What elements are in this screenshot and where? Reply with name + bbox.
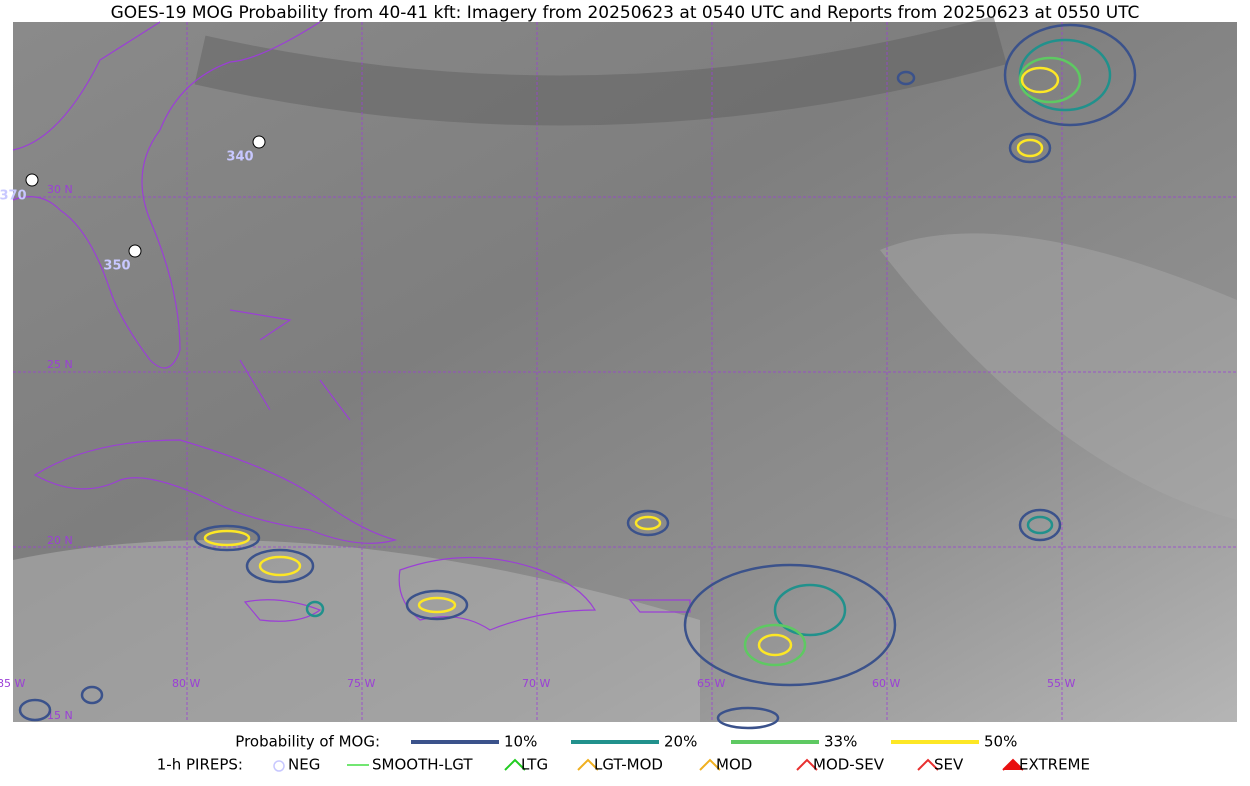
contours: [18, 23, 1137, 730]
pirep-marker: [25, 173, 39, 187]
cloud-band: [880, 233, 1237, 521]
lat-label: 15 N: [47, 709, 73, 722]
legend-label: LTG: [521, 756, 548, 774]
map: 30 N 25 N 20 N 15 N 85 W 80 W 75 W 70 W …: [0, 15, 1237, 730]
legend-label: NEG: [288, 756, 320, 774]
coastline: [229, 309, 351, 421]
coastline: [628, 599, 691, 613]
lon-label: 85 W: [0, 677, 25, 690]
legend-swatch: [577, 758, 599, 771]
legend-swatch: [1002, 758, 1024, 771]
lat-label: 20 N: [47, 534, 73, 547]
dry-band: [194, 15, 1007, 126]
graticule: [13, 22, 1237, 722]
coastline: [398, 556, 597, 631]
legend-label: SMOOTH-LGT: [372, 756, 473, 774]
cloud-band: [13, 540, 700, 722]
legend-label: 10%: [504, 733, 537, 751]
legend: Probability of MOG: 1-h PIREPS: 10% 20% 33…: [157, 733, 1090, 774]
legend-swatch: [273, 760, 285, 772]
legend-label: MOD-SEV: [813, 756, 885, 774]
legend-swatch: [917, 758, 939, 771]
pirep-label: 350: [103, 259, 130, 274]
legend-label: SEV: [934, 756, 964, 774]
legend-label: EXTREME: [1019, 756, 1090, 774]
coastline: [243, 599, 322, 622]
pirep-label: 340: [226, 150, 253, 165]
legend-swatch: [699, 758, 721, 771]
legend-title: 1-h PIREPS:: [157, 756, 243, 774]
lat-label: 25 N: [47, 358, 73, 371]
pireps: 340 350 370: [0, 135, 266, 274]
coastline: [12, 21, 321, 369]
pirep-marker: [252, 135, 266, 149]
title: GOES-19 MOG Probability from 40-41 kft: …: [111, 3, 1140, 23]
lon-label: 55 W: [1047, 677, 1075, 690]
legend-title: Probability of MOG:: [235, 733, 380, 751]
lon-label: 60 W: [872, 677, 900, 690]
legend-swatch: [504, 758, 526, 771]
legend-label: 20%: [664, 733, 697, 751]
legend-label: 50%: [984, 733, 1017, 751]
pirep-marker: [128, 244, 142, 258]
legend-swatch: [796, 758, 818, 771]
lon-label: 70 W: [522, 677, 550, 690]
lon-label: 80 W: [172, 677, 200, 690]
lat-label: 30 N: [47, 183, 73, 196]
coastline: [33, 439, 398, 544]
lon-label: 75 W: [347, 677, 375, 690]
legend-label: 33%: [824, 733, 857, 751]
pirep-label: 370: [0, 189, 27, 204]
legend-label: MOD: [716, 756, 752, 774]
legend-label: LGT-MOD: [594, 756, 663, 774]
lon-label: 65 W: [697, 677, 725, 690]
